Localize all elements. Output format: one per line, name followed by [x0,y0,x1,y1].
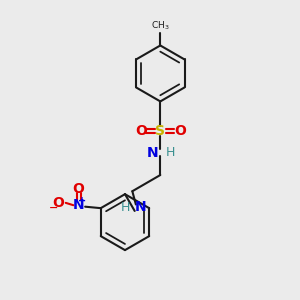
Text: O: O [135,124,147,138]
Text: N: N [135,200,146,214]
Text: S: S [155,124,165,138]
Text: H: H [121,201,130,214]
Text: O: O [52,196,64,210]
Text: H: H [166,146,175,159]
Text: N: N [73,198,85,212]
Text: O: O [73,182,85,196]
Text: −: − [49,203,58,213]
Text: N: N [147,146,159,160]
Text: O: O [174,124,186,138]
Text: CH$_3$: CH$_3$ [151,20,170,32]
Text: +: + [78,196,86,206]
